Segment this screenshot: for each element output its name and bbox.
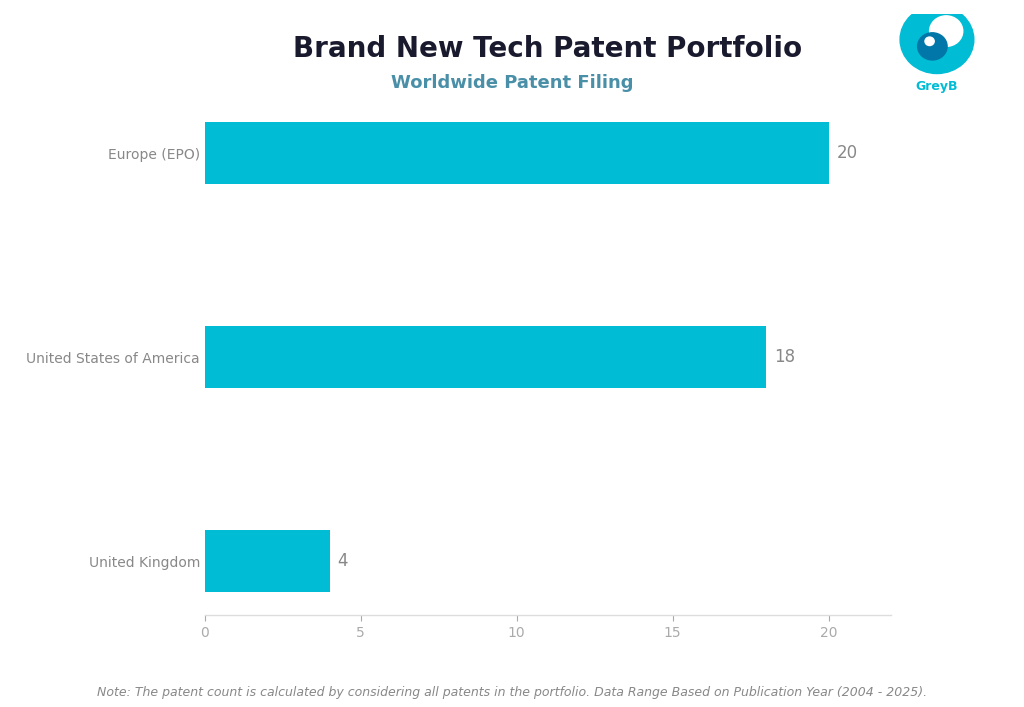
- Text: GreyB: GreyB: [915, 80, 958, 93]
- Text: 18: 18: [774, 348, 795, 366]
- Circle shape: [930, 16, 963, 47]
- Circle shape: [900, 6, 974, 74]
- Bar: [205, 327, 766, 387]
- Bar: [205, 530, 330, 592]
- Text: Note: The patent count is calculated by considering all patents in the portfolio: Note: The patent count is calculated by …: [97, 686, 927, 699]
- Text: 20: 20: [837, 144, 857, 162]
- Bar: [205, 122, 828, 184]
- Text: 4: 4: [337, 552, 348, 570]
- Circle shape: [925, 37, 934, 45]
- Text: Worldwide Patent Filing: Worldwide Patent Filing: [391, 74, 633, 92]
- Title: Brand New Tech Patent Portfolio: Brand New Tech Patent Portfolio: [293, 35, 803, 64]
- Circle shape: [918, 33, 947, 60]
